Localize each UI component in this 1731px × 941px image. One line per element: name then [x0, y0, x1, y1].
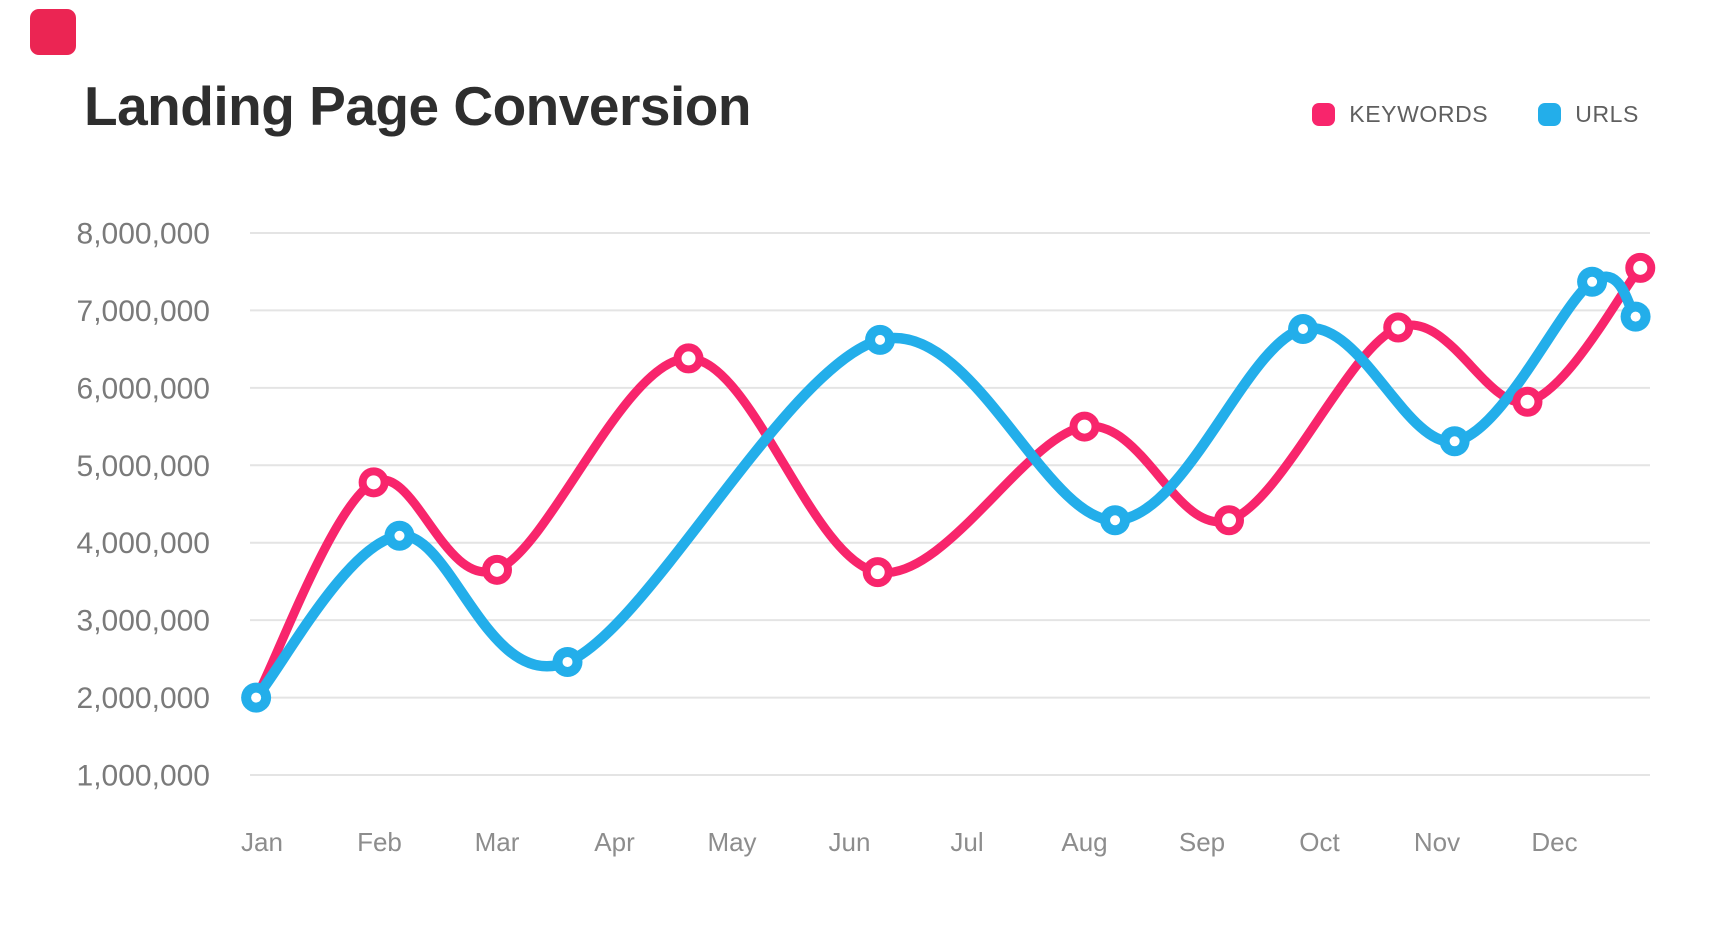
x-axis-tick-label: May — [707, 827, 756, 857]
urls-marker-center-dot — [875, 334, 886, 345]
x-axis-tick-label: Sep — [1179, 827, 1225, 857]
y-axis-tick-label: 8,000,000 — [77, 218, 210, 251]
page-title: Landing Page Conversion — [84, 75, 751, 137]
keywords-data-point-marker[interactable] — [482, 554, 512, 585]
y-axis-labels: 8,000,000 7,000,000 6,000,000 5,000,000 4,00… — [77, 218, 210, 793]
keywords-data-point-marker[interactable] — [673, 343, 704, 374]
urls-marker-center-dot — [1630, 311, 1641, 322]
y-axis-tick-label: 3,000,000 — [77, 605, 210, 638]
y-axis-tick-label: 2,000,000 — [77, 682, 210, 715]
keywords-data-point-marker[interactable] — [1383, 312, 1414, 343]
legend-item-keywords[interactable]: KEYWORDS — [1312, 101, 1488, 128]
keywords-data-point-marker[interactable] — [1512, 386, 1543, 417]
urls-swatch-icon — [1538, 103, 1562, 126]
brand-mark-icon — [30, 9, 76, 55]
keywords-line — [251, 263, 1645, 703]
keywords-data-point-marker[interactable] — [358, 467, 389, 498]
legend: KEYWORDS URLS — [1312, 101, 1639, 128]
urls-marker-center-dot — [1587, 276, 1598, 287]
x-axis-tick-label: Aug — [1061, 827, 1107, 857]
keywords-data-point-marker[interactable] — [1625, 252, 1656, 283]
x-axis-tick-label: Mar — [475, 827, 520, 857]
x-axis-tick-label: Dec — [1531, 827, 1577, 857]
urls-marker-center-dot — [251, 692, 262, 703]
y-axis-tick-label: 5,000,000 — [77, 450, 210, 483]
legend-label-urls: URLS — [1575, 101, 1639, 127]
keywords-data-point-marker[interactable] — [1214, 505, 1245, 536]
y-axis-tick-label: 6,000,000 — [77, 372, 210, 405]
keywords-data-point-marker[interactable] — [862, 557, 893, 588]
y-axis-tick-label: 7,000,000 — [77, 295, 210, 328]
y-axis-tick-label: 4,000,000 — [77, 527, 210, 560]
urls-series-markers — [241, 266, 1651, 713]
keywords-series-markers — [358, 252, 1656, 588]
urls-marker-center-dot — [562, 656, 573, 667]
urls-marker-center-dot — [1110, 515, 1121, 526]
x-axis-tick-label: Apr — [594, 827, 635, 857]
x-axis-tick-label: Jan — [241, 827, 283, 857]
x-axis-tick-label: Nov — [1414, 827, 1460, 857]
x-axis-tick-label: Oct — [1299, 827, 1340, 857]
urls-marker-center-dot — [394, 530, 405, 541]
urls-marker-center-dot — [1449, 436, 1460, 447]
x-axis-tick-label: Jul — [950, 827, 983, 857]
x-axis-tick-label: Jun — [829, 827, 871, 857]
legend-label-keywords: KEYWORDS — [1349, 101, 1489, 127]
urls-line — [250, 271, 1641, 703]
x-axis-labels: Jan Feb Mar Apr May Jun Jul Aug Sep Oct Nov Dec — [241, 827, 1578, 857]
y-axis-tick-label: 1,000,000 — [77, 760, 210, 793]
keywords-data-point-marker[interactable] — [1069, 411, 1100, 442]
x-axis-tick-label: Feb — [357, 827, 402, 857]
urls-marker-center-dot — [1298, 324, 1309, 335]
legend-item-urls[interactable]: URLS — [1538, 101, 1639, 128]
gridlines — [250, 232, 1650, 777]
keywords-swatch-icon — [1312, 103, 1336, 126]
